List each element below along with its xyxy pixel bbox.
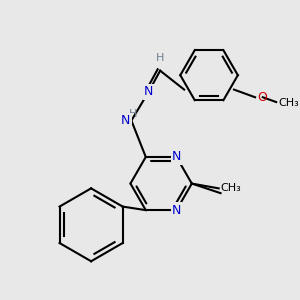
Text: N: N [121,114,130,127]
Text: CH₃: CH₃ [220,183,241,194]
Text: H: H [129,109,137,118]
Text: N: N [172,151,181,164]
Text: N: N [144,85,153,98]
Text: N: N [172,204,181,217]
Text: H: H [156,53,164,63]
Text: CH₃: CH₃ [278,98,299,108]
Text: O: O [257,91,267,104]
